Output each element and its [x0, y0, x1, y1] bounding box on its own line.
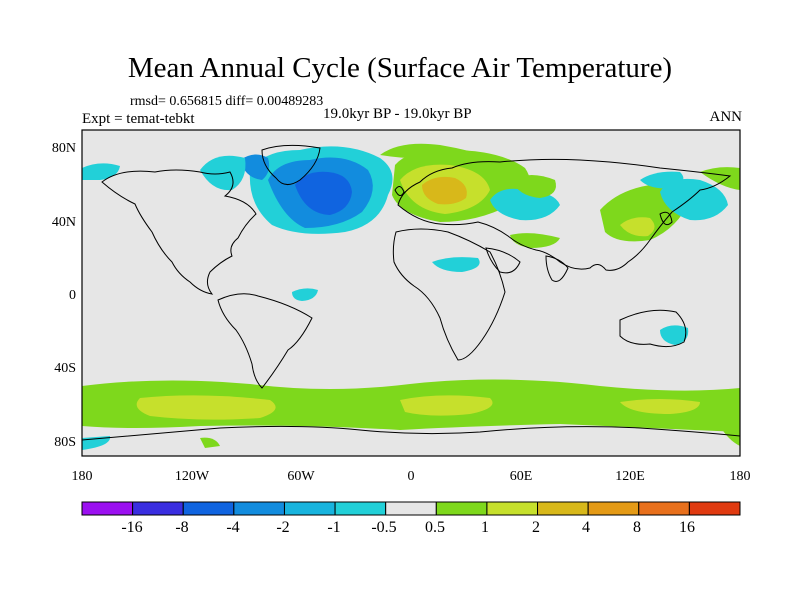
experiment-label: Expt = temat-tebkt — [82, 111, 195, 127]
colorbar-box — [81, 501, 134, 516]
colorbar-label: 1 — [481, 519, 489, 536]
anomaly-region-labrador-cyan — [200, 155, 246, 191]
anomaly-region-bering-green — [700, 167, 740, 190]
anomaly-region-arctic-green — [380, 143, 500, 160]
colorbar-box — [638, 501, 690, 516]
anomaly-region-southern-ocean-yellow-east — [400, 395, 493, 416]
colorbar-box — [537, 501, 589, 516]
coastline-africa — [392, 228, 506, 361]
colorbar-label: 0.5 — [425, 519, 445, 536]
colorbar-label: 2 — [532, 519, 540, 536]
chart-title: Mean Annual Cycle (Surface Air Temperatu… — [127, 52, 673, 84]
coastline-greenland — [261, 144, 321, 185]
anomaly-region-northafrica-cyan — [432, 257, 480, 272]
colorbar-label: 8 — [633, 519, 641, 536]
anomaly-region-antarctica-green — [200, 437, 220, 448]
anomaly-region-north-atlantic-deepblue — [240, 154, 270, 180]
colorbar-label: -0.5 — [371, 519, 397, 536]
period-label: 19.0kyr BP - 19.0kyr BP — [323, 106, 472, 122]
anomaly-field — [82, 143, 740, 450]
coastline-arabia — [485, 247, 521, 274]
coastline-antarctica — [82, 425, 740, 441]
anomaly-region-pacific-cyan — [660, 178, 728, 221]
map-frame — [81, 129, 741, 457]
colorbar-box — [182, 501, 235, 516]
lon-label-180e: 180 — [729, 469, 751, 484]
colorbar-label: -16 — [121, 519, 143, 536]
lat-label-40n: 40N — [51, 215, 76, 230]
colorbar-label: -8 — [175, 519, 189, 536]
coastline-south-america — [217, 293, 313, 389]
lat-label-0: 0 — [69, 288, 76, 303]
season-label: ANN — [709, 109, 743, 125]
colorbar-label: -2 — [276, 519, 290, 536]
lon-label-60w: 60W — [287, 469, 315, 484]
anomaly-region-north-atlantic-blue — [295, 171, 352, 215]
coastline-japan — [659, 211, 673, 226]
colorbar-box — [334, 501, 387, 516]
anomaly-region-alaska-cyan — [82, 163, 120, 180]
coastline-uk — [394, 186, 405, 196]
coastline-eurasia — [397, 158, 732, 271]
coastline-india — [545, 255, 569, 282]
lon-label-0: 0 — [407, 469, 415, 484]
anomaly-region-europe-orange — [422, 176, 467, 205]
anomaly-region-arabia-green — [510, 233, 560, 248]
colorbar-label: -1 — [327, 519, 341, 536]
anomaly-region-northpacific-cyan — [640, 171, 684, 189]
lon-label-180w: 180 — [71, 469, 93, 484]
colorbar-box — [283, 501, 336, 516]
lat-label-80n: 80N — [51, 141, 76, 156]
colorbar-label: 4 — [582, 519, 590, 536]
colorbar-box — [435, 501, 488, 516]
colorbar-box — [587, 501, 640, 516]
anomaly-region-australia-cyan — [660, 325, 689, 345]
colorbar — [81, 501, 741, 516]
coastline-north-america — [101, 169, 257, 295]
anomaly-region-siberia-green — [512, 175, 556, 198]
colorbar-label: 16 — [679, 519, 695, 536]
lon-label-60e: 60E — [509, 469, 533, 484]
lat-label-40s: 40S — [54, 361, 76, 376]
colorbar-box — [385, 501, 437, 516]
colorbar-label: -4 — [226, 519, 240, 536]
colorbar-box — [233, 501, 285, 516]
anomaly-region-atlantic-cyan — [292, 288, 318, 301]
anomaly-region-southern-ocean-yellow-far — [620, 399, 700, 414]
anomaly-region-antarctica-green-east — [720, 425, 740, 446]
lon-label-120w: 120W — [174, 469, 210, 484]
anomaly-region-southern-ocean-yellow-west — [136, 395, 276, 420]
coastline-australia — [619, 309, 687, 348]
lat-label-80s: 80S — [54, 435, 76, 450]
anomaly-region-eastasia-yellow — [620, 217, 655, 237]
colorbar-box — [688, 501, 741, 516]
colorbar-box — [486, 501, 539, 516]
coastlines — [82, 144, 740, 441]
colorbar-box — [132, 501, 184, 516]
stats-text: rmsd= 0.656815 diff= 0.00489283 — [130, 94, 324, 109]
lon-label-120e: 120E — [615, 469, 645, 484]
